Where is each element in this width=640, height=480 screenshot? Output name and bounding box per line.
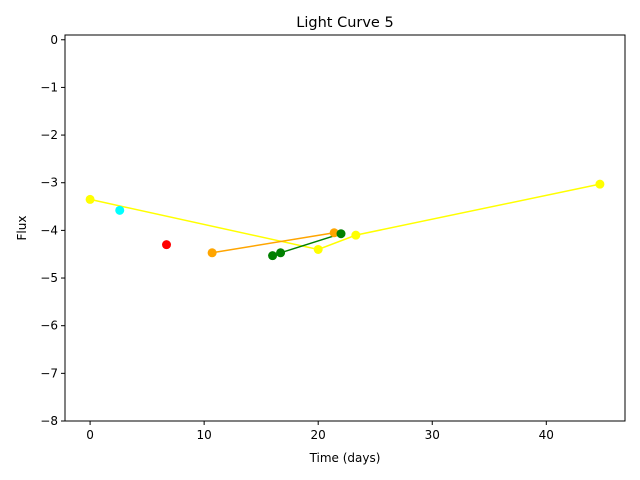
x-tick-label: 20 [311, 428, 326, 442]
y-tick-label: −1 [40, 80, 58, 94]
x-tick-label: 40 [539, 428, 554, 442]
chart-title: Light Curve 5 [296, 15, 393, 31]
x-tick-label: 10 [197, 428, 212, 442]
plot-area [85, 179, 605, 261]
data-point-series-0 [351, 230, 361, 240]
data-point-series-0 [85, 194, 95, 204]
x-axis-label: Time (days) [309, 451, 381, 465]
y-tick-label: −6 [40, 319, 58, 333]
data-point-series-4 [268, 251, 278, 261]
y-tick-label: −3 [40, 176, 58, 190]
data-point-series-0 [313, 244, 323, 254]
data-point-series-2 [162, 240, 172, 250]
y-tick-label: −8 [40, 414, 58, 428]
series-line-0 [89, 183, 601, 251]
y-tick-label: −2 [40, 128, 58, 142]
y-tick-label: 0 [50, 33, 58, 47]
series-line-3 [212, 232, 335, 254]
data-point-series-1 [115, 205, 125, 215]
x-axis: 0 10 20 30 40 [86, 421, 554, 442]
x-tick-label: 0 [86, 428, 94, 442]
y-tick-label: −7 [40, 366, 58, 380]
y-tick-label: −5 [40, 271, 58, 285]
data-point-series-3 [329, 228, 339, 238]
plot-frame [64, 34, 626, 422]
data-point-series-0 [595, 179, 605, 189]
y-axis: 0 −1 −2 −3 −4 −5 −6 −7 −8 [40, 33, 65, 428]
x-tick-label: 30 [425, 428, 440, 442]
data-point-series-3 [207, 248, 217, 258]
y-tick-label: −4 [40, 223, 58, 237]
data-point-series-4 [336, 229, 346, 239]
data-point-series-4 [276, 248, 286, 258]
y-axis-label: Flux [15, 216, 29, 241]
